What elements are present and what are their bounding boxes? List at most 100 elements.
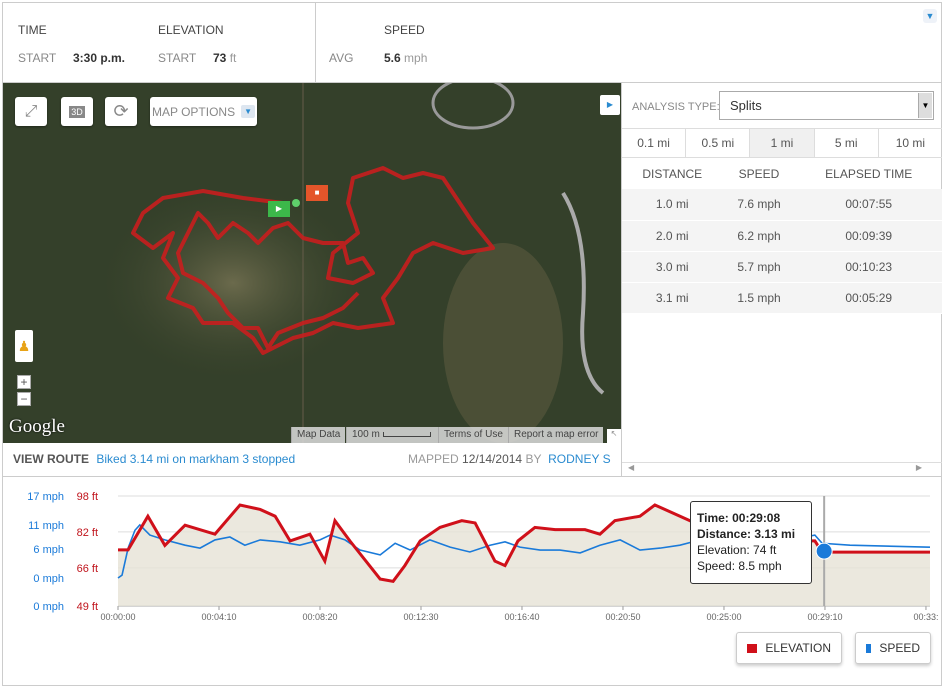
speed-tick-label: 17 mph	[27, 491, 64, 503]
author-link[interactable]: RODNEY S	[548, 452, 611, 466]
elevation-unit: ft	[229, 51, 237, 65]
fullscreen-button[interactable]: ⤢	[15, 97, 47, 126]
mapped-label: MAPPED	[408, 452, 459, 466]
report-error-link[interactable]: Report a map error	[508, 427, 604, 443]
tab-0-5-mi[interactable]: 0.5 mi	[686, 129, 751, 157]
analysis-type-value: Splits	[730, 98, 762, 113]
legend-speed-label: SPEED	[879, 641, 920, 655]
zoom-in-button[interactable]: +	[17, 375, 31, 389]
3d-video-icon: 3D	[69, 105, 85, 118]
stats-header: TIME START 3:30 p.m. ELEVATION START 73 …	[3, 3, 941, 83]
cell: 7.6 mph	[722, 189, 796, 221]
dropdown-arrow-icon: ▼	[918, 93, 932, 118]
divider	[315, 3, 316, 83]
elevation-start-label: START	[158, 51, 197, 65]
cell: 1.5 mph	[722, 282, 796, 314]
x-tick-label: 00:16:40	[504, 612, 539, 622]
chevron-down-icon: ▼	[241, 105, 256, 118]
table-row: 2.0 mi 6.2 mph 00:09:39	[622, 220, 942, 252]
horizontal-scrollbar[interactable]: ◀ ▶	[622, 462, 942, 476]
chart-tooltip: Time: 00:29:08 Distance: 3.13 mi Elevati…	[690, 501, 812, 584]
scroll-left-icon[interactable]: ◀	[628, 463, 635, 472]
zoom-out-button[interactable]: −	[17, 392, 31, 406]
route-bar: VIEW ROUTE Biked 3.14 mi on markham 3 st…	[3, 443, 621, 476]
rotate-icon: ⟳	[113, 101, 129, 121]
cell: 00:09:39	[795, 220, 942, 252]
runner-marker-icon	[815, 542, 833, 560]
table-row: 1.0 mi 7.6 mph 00:07:55	[622, 189, 942, 221]
time-label: TIME	[18, 23, 47, 37]
speed-avg-value: 5.6 mph	[384, 51, 427, 65]
pegman-icon[interactable]: ♟	[15, 330, 33, 362]
map-scale: 100 m	[346, 427, 438, 443]
start-marker-icon: ▶	[268, 201, 290, 217]
elevation-swatch	[747, 643, 758, 653]
map-view[interactable]: ⤢ 3D ⟳ MAP OPTIONS ▼ ▶ ■ ♟ + − Google Map…	[3, 83, 621, 443]
legend-elevation-toggle[interactable]: ELEVATION	[736, 632, 842, 664]
expand-icon: ⤢	[24, 102, 38, 120]
scale-bar	[382, 432, 431, 437]
resize-corner-icon[interactable]: ↖	[607, 429, 621, 443]
speed-tick-label: 0 mph	[33, 601, 64, 613]
col-speed: SPEED	[738, 167, 780, 181]
time-start-label: START	[18, 51, 57, 65]
cell: 00:10:23	[795, 251, 942, 283]
cell: 00:05:29	[795, 282, 942, 314]
x-tick-label: 00:08:20	[302, 612, 337, 622]
elevation-line	[118, 503, 930, 583]
x-tick-label: 00:20:50	[605, 612, 640, 622]
tooltip-elevation: Elevation: 74 ft	[697, 543, 777, 557]
mapped-date: 12/14/2014	[462, 452, 523, 466]
x-tick-label: 00:25:00	[706, 612, 741, 622]
mapped-info: MAPPED 12/14/2014 BY RODNEY S	[408, 443, 611, 476]
cell: 3.0 mi	[622, 251, 723, 283]
route-name-link[interactable]: Biked 3.14 mi on markham 3 stopped	[96, 452, 296, 466]
splits-table: DISTANCE SPEED ELAPSED TIME 1.0 mi 7.6 mph 0…	[622, 159, 942, 314]
cell: 2.0 mi	[622, 220, 723, 252]
google-logo: Google	[9, 416, 65, 437]
tab-1-mi[interactable]: 1 mi	[750, 129, 815, 157]
map-options-button[interactable]: MAP OPTIONS ▼	[150, 97, 257, 126]
speed-number: 5.6	[384, 51, 401, 65]
route-path	[131, 166, 495, 355]
map-data-link[interactable]: Map Data	[291, 427, 346, 443]
speed-tick-label: 6 mph	[33, 544, 64, 556]
elevation-tick-label: 49 ft	[77, 601, 98, 613]
elevation-tick-label: 66 ft	[77, 563, 98, 575]
split-tabs: 0.1 mi 0.5 mi 1 mi 5 mi 10 mi	[622, 128, 942, 158]
speed-label: SPEED	[384, 23, 425, 37]
cell: 1.0 mi	[622, 189, 723, 221]
scroll-right-icon[interactable]: ▶	[915, 463, 922, 472]
tooltip-speed: Speed: 8.5 mph	[697, 559, 782, 573]
rotate-button[interactable]: ⟳	[105, 97, 137, 126]
table-header: DISTANCE SPEED ELAPSED TIME	[622, 159, 942, 189]
speed-tick-label: 11 mph	[28, 520, 64, 532]
cell: 5.7 mph	[722, 251, 796, 283]
cell: 00:07:55	[795, 189, 942, 221]
speed-unit: mph	[404, 51, 428, 65]
3d-button[interactable]: 3D	[61, 97, 93, 126]
analysis-type-label: ANALYSIS TYPE:	[632, 101, 720, 113]
tab-5-mi[interactable]: 5 mi	[815, 129, 879, 157]
x-tick-label: 00:12:30	[403, 612, 438, 622]
x-tick-label: 00:04:10	[201, 612, 236, 622]
terms-link[interactable]: Terms of Use	[438, 427, 508, 443]
x-tick-label: 00:33:	[913, 612, 938, 622]
pin-icon	[292, 199, 300, 207]
legend-speed-toggle[interactable]: SPEED	[855, 632, 931, 664]
panel-toggle-icon[interactable]: ▶	[600, 95, 620, 115]
x-tick-label: 00:00:00	[100, 612, 135, 622]
speed-swatch	[866, 643, 872, 653]
cell: 6.2 mph	[722, 220, 796, 252]
tab-10-mi[interactable]: 10 mi	[895, 136, 926, 150]
speed-tick-label: 0 mph	[33, 573, 64, 585]
collapse-chevron-icon[interactable]: ▼	[923, 9, 937, 23]
tab-0-1-mi[interactable]: 0.1 mi	[622, 129, 687, 157]
analysis-panel: ▶ ANALYSIS TYPE: Splits ▼ 0.1 mi 0.5 mi 1…	[600, 83, 942, 476]
view-route-label: VIEW ROUTE	[13, 452, 90, 466]
satellite-imagery	[3, 83, 621, 443]
analysis-type-select[interactable]: Splits ▼	[719, 91, 934, 120]
time-start-value: 3:30 p.m.	[73, 51, 126, 65]
tooltip-distance: Distance: 3.13 mi	[697, 527, 796, 541]
